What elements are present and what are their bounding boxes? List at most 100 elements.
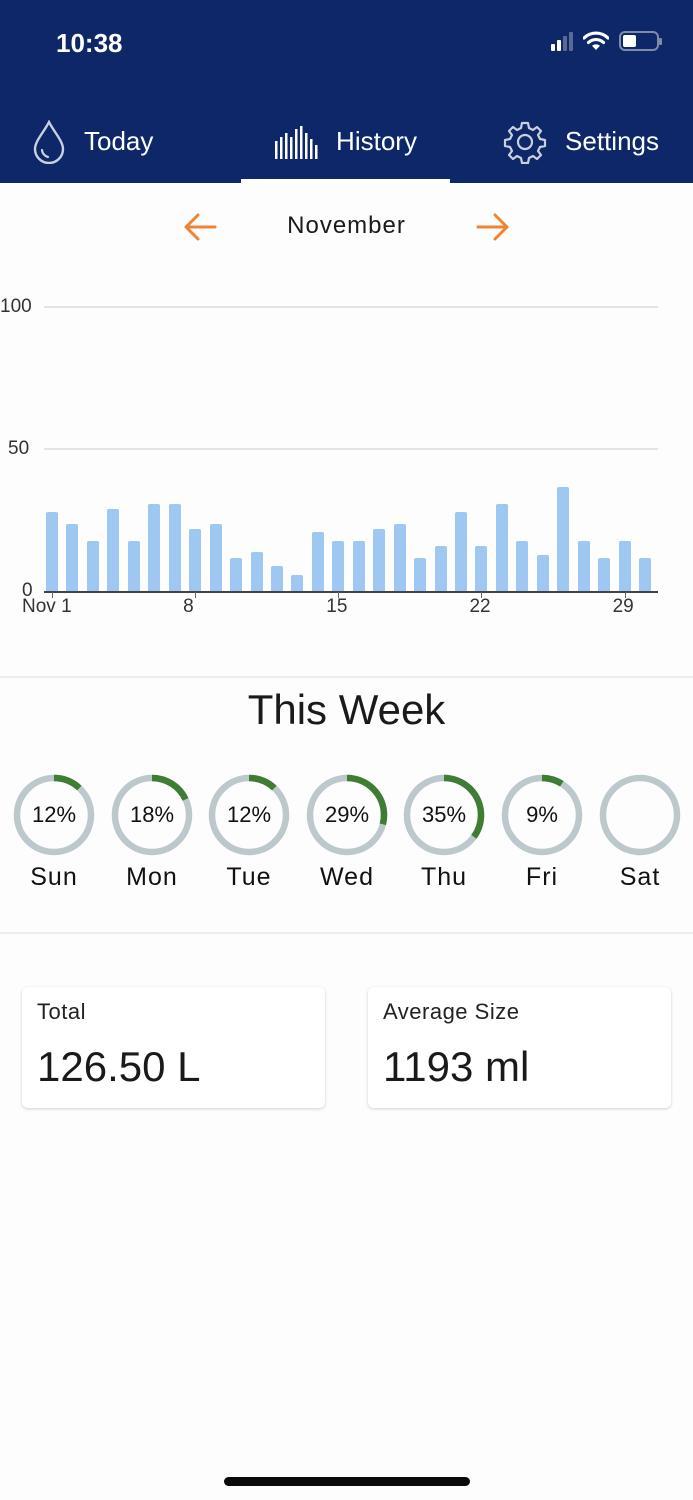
x-tick <box>52 592 53 598</box>
tab-bar: Today History <box>0 100 693 183</box>
day-ring-sat: Sat <box>598 773 682 892</box>
bar <box>618 540 631 592</box>
gear-icon <box>503 121 547 164</box>
bar <box>127 540 140 592</box>
progress-ring: 12% <box>207 773 291 857</box>
x-tick <box>481 592 483 598</box>
bar <box>495 503 508 592</box>
bar <box>107 509 120 592</box>
bar <box>536 554 549 592</box>
bar <box>516 540 529 592</box>
y-tick-100: 100 <box>0 296 32 317</box>
week-progress-rings: 12% Sun 18% Mon 12% Tue 29% Wed 35% Thu 9% Fri Sat <box>0 773 693 898</box>
ring-percent <box>598 773 682 857</box>
bar <box>598 557 611 592</box>
ring-percent: 18% <box>129 802 175 827</box>
bar <box>46 512 58 592</box>
day-ring-wed: 29% Wed <box>305 773 389 892</box>
bar <box>639 557 652 592</box>
gridline-100 <box>44 306 658 308</box>
progress-ring: 12% <box>12 773 96 857</box>
app-header: 10:38 Today <box>0 0 693 183</box>
this-week-title: This Week <box>247 686 446 733</box>
progress-ring: 9% <box>500 773 584 857</box>
tab-settings[interactable]: Settings <box>450 100 693 183</box>
day-ring-sun: 12% Sun <box>12 773 96 892</box>
day-ring-mon: 18% Mon <box>110 773 194 892</box>
bar <box>230 557 243 592</box>
day-label: Thu <box>420 863 468 891</box>
day-label: Wed <box>320 863 374 891</box>
ring-percent: 9% <box>526 802 558 827</box>
total-title: Total <box>37 999 86 1024</box>
bar <box>434 546 447 592</box>
bar <box>311 532 324 592</box>
day-ring-fri: 9% Fri <box>500 773 584 892</box>
day-label: Mon <box>126 863 178 891</box>
bar <box>66 523 79 592</box>
day-ring-thu: 35% Thu <box>402 773 486 892</box>
cellular-signal-icon <box>551 31 573 51</box>
total-value: 126.50 L <box>37 1043 201 1090</box>
bar <box>168 503 181 592</box>
average-size-value: 1193 ml <box>383 1043 530 1090</box>
water-drop-icon <box>33 119 65 164</box>
x-tick <box>338 592 340 598</box>
x-tick-label: 15 <box>326 596 348 617</box>
bar <box>270 566 283 592</box>
tab-history[interactable]: History <box>241 100 450 183</box>
tab-history-label: History <box>336 126 417 156</box>
bar <box>250 552 263 592</box>
tab-today-label: Today <box>84 126 154 156</box>
x-tick-label: 8 <box>183 596 194 617</box>
progress-ring: 29% <box>305 773 389 857</box>
battery-icon <box>619 31 662 51</box>
x-tick <box>195 592 197 598</box>
bar <box>332 540 345 592</box>
bar <box>189 529 202 592</box>
bar <box>352 540 365 592</box>
wifi-icon <box>583 31 609 50</box>
day-label: Sat <box>619 863 661 891</box>
tab-today[interactable]: Today <box>0 100 241 183</box>
ring-percent: 29% <box>324 802 370 827</box>
section-divider <box>0 932 693 934</box>
day-ring-tue: 12% Tue <box>207 773 291 892</box>
y-tick-50: 50 <box>8 438 30 459</box>
ring-percent: 12% <box>226 802 272 827</box>
section-divider <box>0 676 693 678</box>
bar <box>86 540 99 592</box>
bar <box>373 529 386 592</box>
x-tick-label: 22 <box>469 596 491 617</box>
bar-series <box>44 290 658 592</box>
progress-ring <box>598 773 682 857</box>
arrow-left-icon[interactable] <box>183 212 217 242</box>
bar <box>455 512 467 592</box>
bar <box>475 546 488 592</box>
x-tick-label: 29 <box>612 596 634 617</box>
progress-ring: 35% <box>402 773 486 857</box>
progress-ring: 18% <box>110 773 194 857</box>
status-icons <box>551 31 662 51</box>
status-time: 10:38 <box>56 28 123 58</box>
total-card: Total 126.50 L <box>22 987 325 1108</box>
home-indicator[interactable] <box>224 1477 470 1486</box>
x-tick <box>624 592 626 598</box>
tab-settings-label: Settings <box>565 126 659 156</box>
x-axis <box>44 591 658 593</box>
bar <box>577 540 590 592</box>
ring-percent: 35% <box>421 802 467 827</box>
day-label: Fri <box>525 863 559 891</box>
day-label: Sun <box>30 863 78 891</box>
bar <box>414 557 427 592</box>
arrow-right-icon[interactable] <box>476 212 510 242</box>
bar <box>557 486 570 592</box>
gridline-50 <box>44 448 658 450</box>
x-tick-label: Nov 1 <box>22 596 72 617</box>
status-bar: 10:38 <box>0 0 693 90</box>
ring-percent: 12% <box>31 802 77 827</box>
average-size-card: Average Size 1193 ml <box>368 987 671 1108</box>
monthly-bar-chart: 100 50 0 Nov 1 8 15 22 29 <box>0 290 693 630</box>
month-label: November <box>287 212 406 239</box>
average-size-title: Average Size <box>383 999 520 1024</box>
